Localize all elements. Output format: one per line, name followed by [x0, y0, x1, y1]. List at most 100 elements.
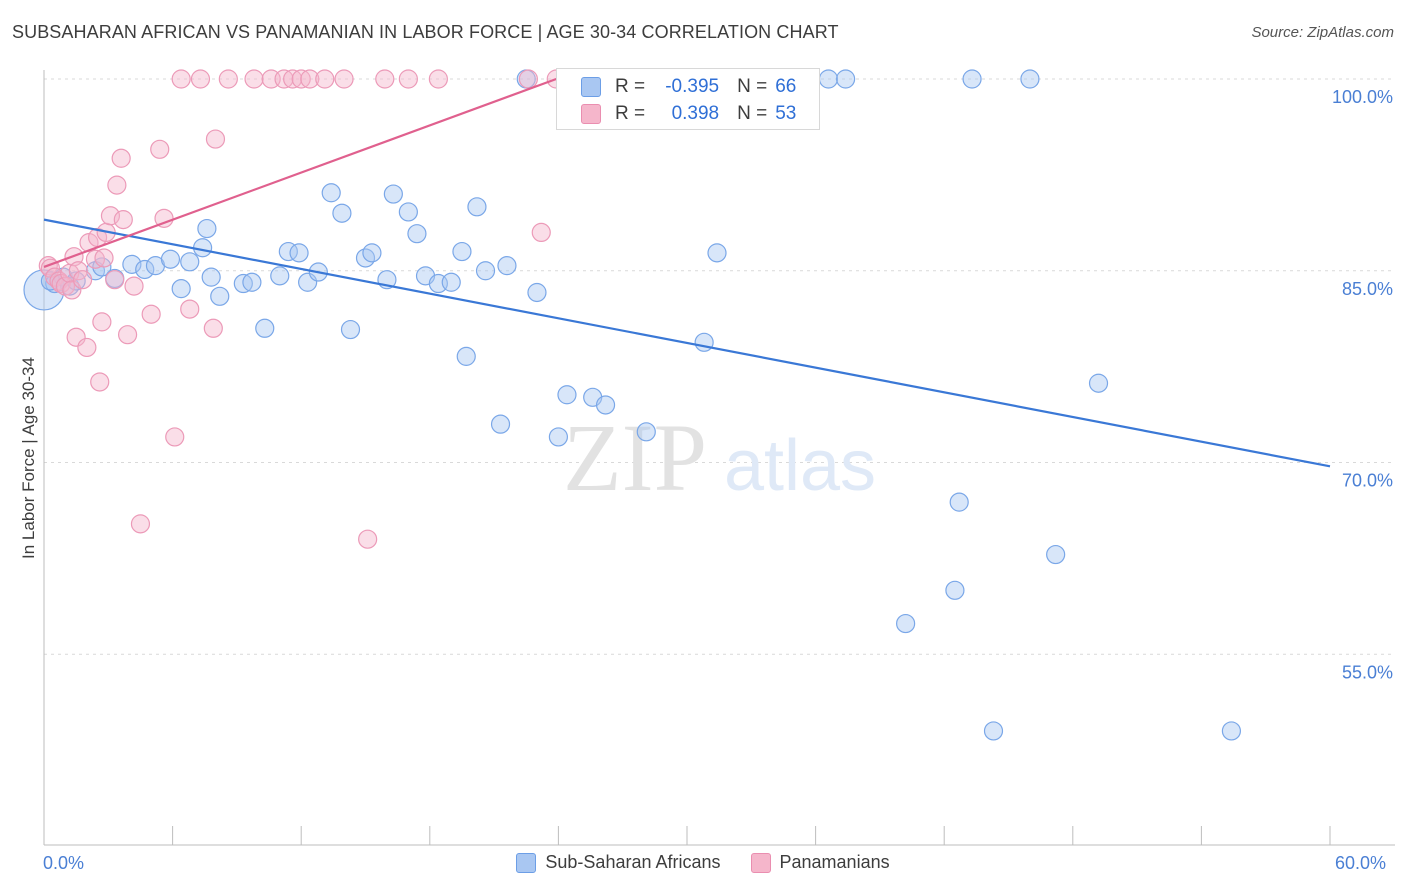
data-point-sub-saharan	[160, 249, 181, 269]
data-point-panamanian	[375, 69, 395, 89]
data-point-sub-saharan	[818, 69, 839, 89]
data-point-panamanian	[113, 210, 133, 230]
data-point-panamanian	[90, 372, 110, 392]
data-point-panamanian	[94, 248, 114, 268]
legend-item-sub-saharan[interactable]: Sub-Saharan Africans	[516, 852, 721, 873]
data-point-panamanian	[218, 69, 238, 89]
legend-swatch-pink	[750, 852, 771, 873]
data-point-sub-saharan	[1221, 721, 1242, 741]
n-value-blue: 66	[775, 76, 797, 97]
data-point-sub-saharan	[171, 279, 191, 299]
legend-item-panamanians[interactable]: Panamanians	[750, 852, 890, 873]
data-point-sub-saharan	[398, 202, 418, 222]
stats-row-pink: R = 0.398 N = 53	[581, 100, 796, 128]
data-point-panamanian	[358, 529, 378, 549]
data-point-panamanian	[398, 69, 418, 89]
y-tick-label: 55.0%	[1342, 662, 1393, 682]
data-point-panamanian	[105, 270, 125, 290]
r-label: R =	[615, 103, 646, 124]
stats-row-blue: R = -0.395 N = 66	[581, 73, 796, 101]
data-point-sub-saharan	[242, 272, 262, 292]
x-tick-label-max: 60.0%	[1335, 853, 1387, 873]
data-point-panamanian	[190, 69, 211, 89]
source-label: Source: ZipAtlas.com	[1251, 24, 1394, 41]
data-point-panamanian	[77, 337, 97, 358]
n-label: N =	[737, 76, 768, 97]
data-point-panamanian	[130, 514, 151, 534]
data-point-panamanian	[100, 206, 121, 226]
data-point-sub-saharan	[548, 427, 569, 447]
data-point-sub-saharan	[270, 266, 290, 286]
data-point-sub-saharan	[201, 267, 221, 287]
data-point-panamanian	[165, 427, 185, 447]
data-point-panamanian	[244, 69, 264, 89]
data-point-panamanian	[518, 69, 538, 89]
data-point-sub-saharan	[527, 282, 547, 303]
data-point-panamanian	[205, 129, 226, 149]
data-point-panamanian	[150, 139, 170, 159]
data-point-sub-saharan	[441, 272, 461, 292]
data-point-sub-saharan	[497, 256, 517, 276]
data-point-sub-saharan	[707, 243, 727, 263]
data-point-sub-saharan	[962, 69, 982, 89]
y-tick-label: 70.0%	[1342, 471, 1393, 491]
data-point-panamanian	[203, 318, 223, 338]
data-point-panamanian	[111, 148, 131, 168]
data-point-sub-saharan	[452, 241, 472, 262]
data-point-sub-saharan	[23, 269, 65, 311]
data-point-panamanian	[154, 208, 174, 228]
data-point-panamanian	[68, 261, 88, 281]
r-label: R =	[615, 76, 646, 97]
r-value-pink: 0.398	[671, 103, 720, 124]
data-point-panamanian	[428, 69, 448, 89]
data-point-sub-saharan	[255, 318, 275, 338]
data-point-sub-saharan	[135, 259, 155, 280]
data-point-sub-saharan	[467, 197, 487, 217]
data-point-sub-saharan	[557, 385, 577, 405]
data-point-sub-saharan	[407, 224, 427, 244]
n-label: N =	[737, 103, 768, 124]
y-tick-label: 100.0%	[1332, 87, 1393, 107]
blue-swatch	[581, 77, 601, 97]
n-value-pink: 53	[775, 103, 797, 124]
data-point-sub-saharan	[362, 243, 382, 263]
data-point-panamanian	[92, 312, 112, 332]
data-point-sub-saharan	[1088, 373, 1109, 393]
y-tick-label: 85.0%	[1342, 279, 1393, 299]
data-point-sub-saharan	[983, 721, 1004, 741]
data-point-sub-saharan	[383, 184, 403, 204]
data-point-panamanian	[315, 69, 335, 89]
legend: Sub-Saharan Africans Panamanians	[0, 852, 1406, 873]
x-tick-label-min: 0.0%	[43, 853, 85, 873]
data-point-panamanian	[171, 69, 191, 89]
data-point-sub-saharan	[321, 183, 341, 203]
watermark-zip: ZIP	[563, 404, 707, 511]
data-point-sub-saharan	[836, 69, 856, 89]
data-point-panamanian	[107, 175, 127, 195]
data-point-panamanian	[180, 299, 200, 319]
data-point-sub-saharan	[122, 254, 142, 274]
data-point-panamanian	[334, 69, 354, 89]
pink-swatch	[581, 104, 601, 124]
legend-label-panamanians: Panamanians	[779, 852, 890, 872]
data-point-sub-saharan	[694, 332, 714, 352]
data-point-sub-saharan	[332, 203, 352, 223]
data-point-sub-saharan	[456, 346, 476, 366]
data-point-sub-saharan	[197, 218, 217, 239]
data-point-sub-saharan	[355, 248, 376, 268]
data-point-panamanian	[124, 276, 144, 296]
data-point-sub-saharan	[1046, 544, 1066, 565]
data-point-panamanian	[141, 304, 161, 324]
trend-line-panamanian	[43, 77, 557, 268]
data-point-sub-saharan	[180, 252, 200, 272]
data-point-panamanian	[72, 270, 93, 290]
data-point-sub-saharan	[1020, 69, 1040, 89]
data-point-sub-saharan	[949, 492, 969, 512]
data-point-sub-saharan	[289, 243, 309, 263]
chart-title: SUBSAHARAN AFRICAN VS PANAMANIAN IN LABO…	[12, 22, 839, 42]
stats-box: R = -0.395 N = 66 R = 0.398 N = 53	[556, 68, 820, 130]
data-point-sub-saharan	[340, 319, 361, 340]
data-point-sub-saharan	[490, 414, 511, 434]
data-point-panamanian	[117, 325, 138, 345]
